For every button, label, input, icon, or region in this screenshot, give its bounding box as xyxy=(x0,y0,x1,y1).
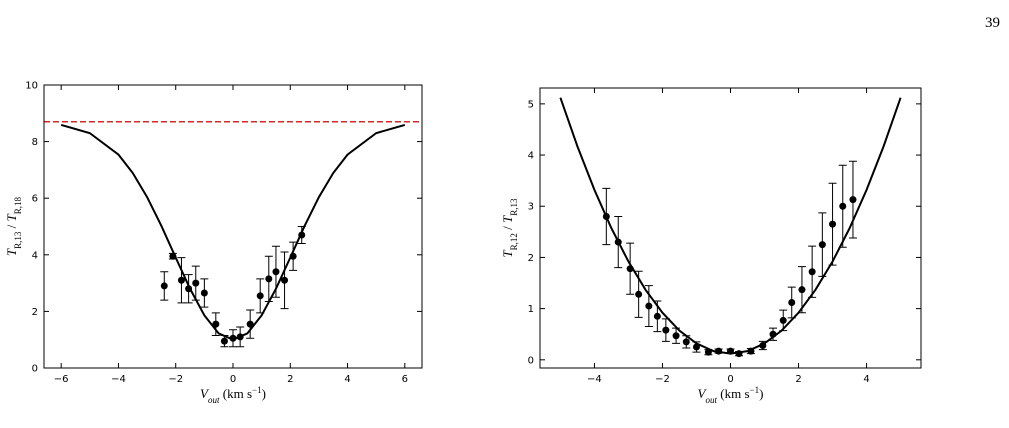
x-label-part: −1 xyxy=(750,385,760,395)
x-label-part: (km s xyxy=(220,386,253,401)
x-tick-label: −6 xyxy=(54,374,69,385)
y-tick-label: 4 xyxy=(528,151,534,162)
y-label-part: T xyxy=(4,213,19,221)
data-point xyxy=(788,298,796,306)
x-tick-label: −4 xyxy=(111,374,126,385)
data-point xyxy=(265,275,273,283)
y-tick-label: 2 xyxy=(32,307,38,318)
axes-frame xyxy=(539,87,922,369)
data-point xyxy=(818,241,826,249)
y-label-part: R,13 xyxy=(13,231,23,249)
data-point xyxy=(200,289,208,297)
x-label-part: ) xyxy=(262,386,266,401)
data-point xyxy=(645,302,653,310)
data-point xyxy=(298,231,306,239)
y-tick-label: 4 xyxy=(32,250,38,261)
data-point xyxy=(614,238,622,246)
y-tick-label: 0 xyxy=(528,355,534,366)
y-label-part: / xyxy=(4,221,19,231)
data-point xyxy=(653,312,661,320)
y-axis-label: TR,12 / TR,13 xyxy=(500,198,519,258)
y-label-part: / xyxy=(500,223,515,233)
y-label-part: T xyxy=(500,250,515,258)
y-tick-label: 0 xyxy=(32,364,38,375)
y-label-part: R,12 xyxy=(509,233,519,250)
data-point xyxy=(808,268,816,276)
data-point xyxy=(779,316,787,324)
data-point xyxy=(635,290,643,298)
y-label-part: T xyxy=(500,215,515,223)
y-tick-label: 8 xyxy=(32,137,38,148)
x-label-part: ) xyxy=(759,386,763,401)
y-tick-label: 6 xyxy=(32,194,38,205)
data-point xyxy=(246,320,254,328)
data-point xyxy=(229,334,237,342)
x-tick-label: −2 xyxy=(655,374,670,385)
data-point xyxy=(256,292,264,300)
x-tick-label: 6 xyxy=(402,374,408,385)
data-point xyxy=(169,252,177,260)
x-label-part: (km s xyxy=(717,386,750,401)
data-point xyxy=(236,333,244,341)
data-point xyxy=(682,338,690,346)
data-point xyxy=(212,320,220,328)
data-point xyxy=(192,279,200,287)
y-tick-label: 2 xyxy=(528,253,534,264)
x-label-part: −1 xyxy=(252,385,262,395)
data-point xyxy=(692,343,700,351)
x-tick-label: −4 xyxy=(587,374,602,385)
data-point xyxy=(281,276,289,284)
data-point xyxy=(272,268,280,276)
data-point xyxy=(715,347,723,355)
data-point xyxy=(662,326,670,334)
x-tick-label: 2 xyxy=(287,374,293,385)
x-tick-label: −2 xyxy=(168,374,183,385)
axes-frame xyxy=(43,84,423,369)
data-point xyxy=(602,212,610,220)
data-point xyxy=(185,285,193,293)
data-point xyxy=(839,202,847,210)
data-point xyxy=(704,348,712,356)
data-point xyxy=(727,347,734,355)
x-tick-label: 0 xyxy=(727,374,733,385)
y-label-part: R,18 xyxy=(13,196,23,214)
x-tick-label: 4 xyxy=(863,374,869,385)
x-tick-label: 2 xyxy=(795,374,801,385)
y-tick-label: 1 xyxy=(528,304,534,315)
y-label-part: R,13 xyxy=(509,198,519,216)
data-point xyxy=(798,286,806,294)
x-tick-label: 4 xyxy=(344,374,350,385)
model-curve xyxy=(60,123,406,341)
y-axis-label: TR,13 / TR,18 xyxy=(4,196,23,256)
data-point xyxy=(747,347,755,355)
x-label-part: out xyxy=(208,395,220,405)
data-point xyxy=(829,220,837,228)
y-tick-label: 3 xyxy=(528,202,534,213)
data-point xyxy=(177,276,185,284)
x-label-part: V xyxy=(200,386,210,401)
data-point xyxy=(626,265,634,273)
data-point xyxy=(769,330,777,338)
y-label-part: T xyxy=(4,248,19,256)
data-point xyxy=(759,341,767,349)
y-tick-label: 5 xyxy=(528,99,534,110)
x-axis-label: Vout (km s−1) xyxy=(200,385,266,405)
data-point xyxy=(160,282,168,290)
data-point xyxy=(220,337,228,345)
data-point xyxy=(672,332,680,340)
x-label-part: V xyxy=(698,386,708,401)
x-axis-label: Vout (km s−1) xyxy=(698,385,764,405)
data-point xyxy=(735,350,743,358)
page-number: 39 xyxy=(985,15,1000,31)
model-curve xyxy=(559,97,902,355)
x-tick-label: 0 xyxy=(230,374,236,385)
x-label-part: out xyxy=(706,395,718,405)
y-tick-label: 10 xyxy=(25,81,38,92)
data-point xyxy=(289,252,297,260)
data-point xyxy=(849,196,857,204)
